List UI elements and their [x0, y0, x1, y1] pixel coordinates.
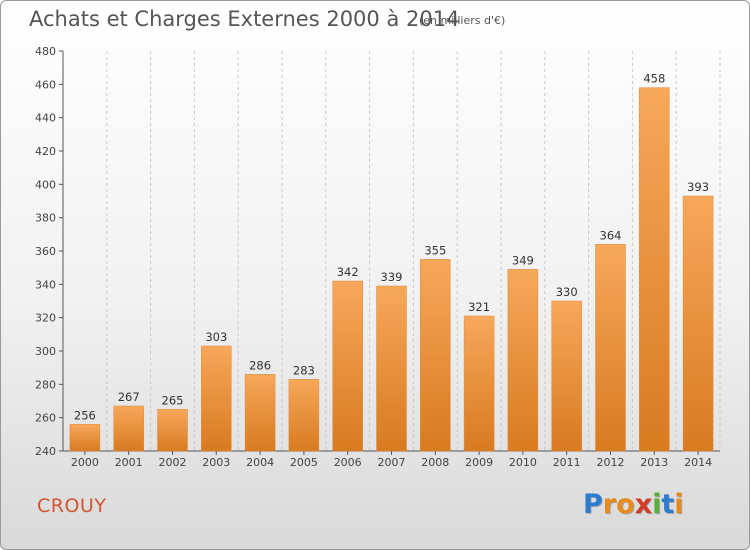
x-tick-label: 2003 — [202, 456, 230, 469]
x-tick-label: 2009 — [465, 456, 493, 469]
x-tick-label: 2012 — [597, 456, 625, 469]
chart-subtitle: (en milliers d'€) — [419, 14, 506, 27]
y-tick-label: 240 — [35, 445, 56, 458]
value-label: 342 — [337, 265, 359, 279]
y-tick-label: 400 — [35, 178, 56, 191]
x-tick-label: 2002 — [159, 456, 187, 469]
bar — [420, 259, 451, 452]
value-label: 267 — [118, 390, 140, 404]
bar — [595, 244, 626, 452]
bar — [463, 315, 495, 452]
value-label: 339 — [381, 270, 403, 284]
bar — [244, 374, 276, 452]
bar — [376, 285, 407, 452]
value-label: 355 — [424, 243, 446, 257]
bar — [113, 405, 144, 452]
proxiti-logo: Proxiti — [583, 489, 684, 520]
labels: 240 260 280 300 320 340 360 380 400 420 440 460 480 2… — [35, 45, 712, 469]
x-tick-label: 2014 — [684, 456, 712, 469]
bar — [639, 87, 670, 452]
value-label: 330 — [556, 285, 578, 299]
bar — [332, 280, 363, 452]
bar — [507, 269, 539, 452]
value-label: 393 — [687, 180, 709, 194]
bar — [288, 379, 320, 452]
chart-title: Achats et Charges Externes 2000 à 2014 — [29, 7, 460, 31]
value-label: 349 — [512, 253, 534, 267]
value-label: 286 — [249, 358, 271, 372]
x-tick-label: 2007 — [378, 456, 406, 469]
x-tick-label: 2001 — [115, 456, 143, 469]
x-tick-label: 2010 — [509, 456, 537, 469]
value-label: 364 — [600, 228, 622, 242]
value-label: 458 — [643, 72, 665, 86]
y-tick-label: 440 — [35, 112, 56, 125]
y-tick-label: 360 — [35, 245, 56, 258]
bar — [157, 409, 188, 452]
y-tick-label: 420 — [35, 145, 56, 158]
value-label: 283 — [293, 363, 315, 377]
x-tick-label: 2000 — [71, 456, 99, 469]
value-label: 256 — [74, 408, 96, 422]
bar — [69, 424, 101, 452]
value-label: 321 — [468, 300, 490, 314]
commune-name: CROUY — [37, 495, 107, 517]
bar — [551, 300, 582, 452]
bar — [682, 195, 714, 452]
logo-letter: o — [616, 489, 635, 520]
logo-letter: P — [583, 489, 603, 520]
x-tick-label: 2011 — [553, 456, 581, 469]
y-tick-label: 380 — [35, 212, 56, 225]
bar — [201, 345, 232, 452]
x-tick-label: 2008 — [421, 456, 449, 469]
value-label: 303 — [205, 330, 227, 344]
y-tick-label: 260 — [35, 412, 56, 425]
x-tick-label: 2006 — [334, 456, 362, 469]
y-tick-label: 280 — [35, 378, 56, 391]
y-tick-label: 340 — [35, 278, 56, 291]
x-tick-label: 2005 — [290, 456, 318, 469]
y-tick-label: 460 — [35, 78, 56, 91]
value-label: 265 — [162, 393, 184, 407]
y-tick-label: 480 — [35, 45, 56, 58]
logo-letter: i — [652, 489, 662, 520]
logo-letter: t — [661, 489, 675, 520]
bars — [69, 87, 714, 452]
x-tick-label: 2013 — [640, 456, 668, 469]
logo-letter: x — [634, 489, 653, 520]
y-tick-label: 300 — [35, 345, 56, 358]
logo-letter: i — [674, 489, 684, 520]
y-tick-label: 320 — [35, 312, 56, 325]
x-tick-label: 2004 — [246, 456, 274, 469]
logo-letter: r — [602, 489, 617, 520]
